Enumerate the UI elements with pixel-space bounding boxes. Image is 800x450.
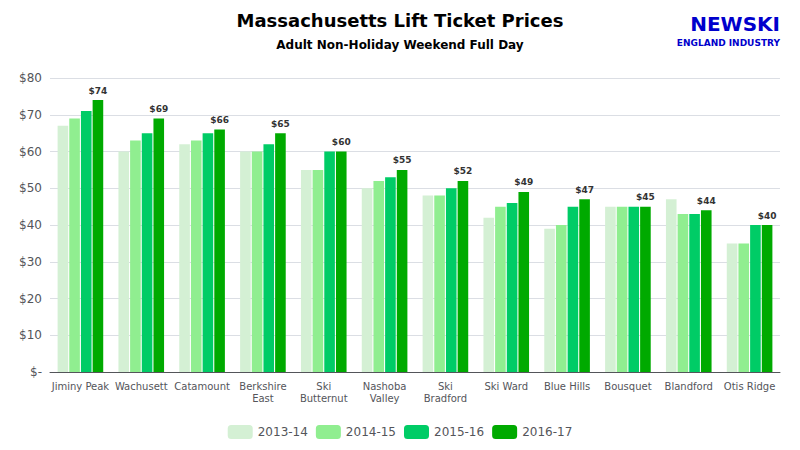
svg-text:Ski Ward: Ski Ward xyxy=(484,381,528,392)
svg-text:$69: $69 xyxy=(149,104,168,114)
svg-text:ENGLAND INDUSTRY: ENGLAND INDUSTRY xyxy=(677,38,781,48)
svg-text:Valley: Valley xyxy=(370,393,400,404)
svg-text:$40: $40 xyxy=(19,218,42,232)
svg-text:$55: $55 xyxy=(393,155,412,165)
svg-text:Blue Hills: Blue Hills xyxy=(544,381,590,392)
svg-text:$44: $44 xyxy=(697,196,716,206)
svg-text:Ski: Ski xyxy=(438,381,453,392)
svg-text:Nashoba: Nashoba xyxy=(363,381,407,392)
svg-text:2016-17: 2016-17 xyxy=(522,425,572,439)
svg-text:Bradford: Bradford xyxy=(424,393,467,404)
svg-text:$52: $52 xyxy=(454,166,473,176)
svg-text:Butternut: Butternut xyxy=(300,393,348,404)
svg-text:$80: $80 xyxy=(19,71,42,85)
svg-text:Massachusetts Lift Ticket Pric: Massachusetts Lift Ticket Prices xyxy=(237,10,564,31)
svg-text:$-: $- xyxy=(30,365,42,379)
svg-text:$60: $60 xyxy=(19,145,42,159)
svg-text:Blandford: Blandford xyxy=(665,381,713,392)
svg-text:Adult Non-Holiday Weekend Full: Adult Non-Holiday Weekend Full Day xyxy=(276,38,524,52)
svg-text:$70: $70 xyxy=(19,108,42,122)
svg-text:Otis Ridge: Otis Ridge xyxy=(724,381,776,392)
svg-text:Jiminy Peak: Jiminy Peak xyxy=(51,381,110,392)
svg-text:2015-16: 2015-16 xyxy=(434,425,484,439)
svg-text:$65: $65 xyxy=(271,119,290,129)
svg-text:NEWSKI: NEWSKI xyxy=(690,12,780,36)
svg-text:$45: $45 xyxy=(636,192,655,202)
svg-text:$50: $50 xyxy=(19,181,42,195)
svg-text:Wachusett: Wachusett xyxy=(115,381,168,392)
svg-text:Ski: Ski xyxy=(316,381,331,392)
svg-text:$20: $20 xyxy=(19,292,42,306)
svg-text:$30: $30 xyxy=(19,255,42,269)
svg-text:$60: $60 xyxy=(332,137,351,147)
svg-text:$74: $74 xyxy=(89,86,108,96)
svg-text:$66: $66 xyxy=(210,115,229,125)
svg-text:2013-14: 2013-14 xyxy=(258,425,308,439)
svg-text:Catamount: Catamount xyxy=(174,381,230,392)
svg-text:2014-15: 2014-15 xyxy=(346,425,396,439)
svg-text:$47: $47 xyxy=(575,185,594,195)
svg-text:Bousquet: Bousquet xyxy=(604,381,651,392)
svg-text:$49: $49 xyxy=(514,177,533,187)
svg-text:$10: $10 xyxy=(19,328,42,342)
svg-text:East: East xyxy=(252,393,274,404)
svg-text:Berkshire: Berkshire xyxy=(239,381,286,392)
svg-text:$40: $40 xyxy=(758,211,777,221)
